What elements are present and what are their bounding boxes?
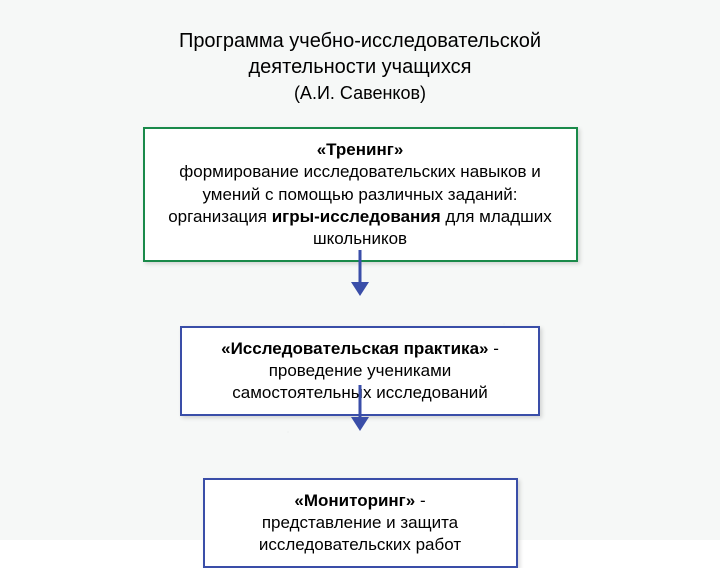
node-line: формирование исследовательских навыков и bbox=[163, 161, 558, 183]
arrow-2 bbox=[350, 383, 370, 433]
arrow-icon bbox=[350, 383, 370, 433]
diagram-container: Программа учебно-исследовательской деяте… bbox=[0, 0, 720, 540]
node-line: организация игры-исследования для младши… bbox=[163, 206, 558, 228]
node-line: «Исследовательская практика» - bbox=[200, 338, 520, 360]
title-line-2: деятельности учащихся bbox=[179, 54, 541, 80]
node-line: умений с помощью различных заданий: bbox=[163, 184, 558, 206]
page-title: Программа учебно-исследовательской деяте… bbox=[179, 28, 541, 105]
title-line-3: (А.И. Савенков) bbox=[179, 82, 541, 105]
node-line: представление и защита bbox=[223, 512, 498, 534]
node-line: исследовательских работ bbox=[223, 534, 498, 556]
node-line: проведение учениками bbox=[200, 360, 520, 382]
arrow-icon bbox=[350, 248, 370, 298]
node-training: «Тренинг» формирование исследовательских… bbox=[143, 127, 578, 261]
node-monitoring: «Мониторинг» - представление и защита ис… bbox=[203, 478, 518, 568]
node-line: «Мониторинг» - bbox=[223, 490, 498, 512]
node-line: школьников bbox=[163, 228, 558, 250]
title-line-1: Программа учебно-исследовательской bbox=[179, 28, 541, 54]
arrow-1 bbox=[350, 248, 370, 298]
node-line: «Тренинг» bbox=[163, 139, 558, 161]
